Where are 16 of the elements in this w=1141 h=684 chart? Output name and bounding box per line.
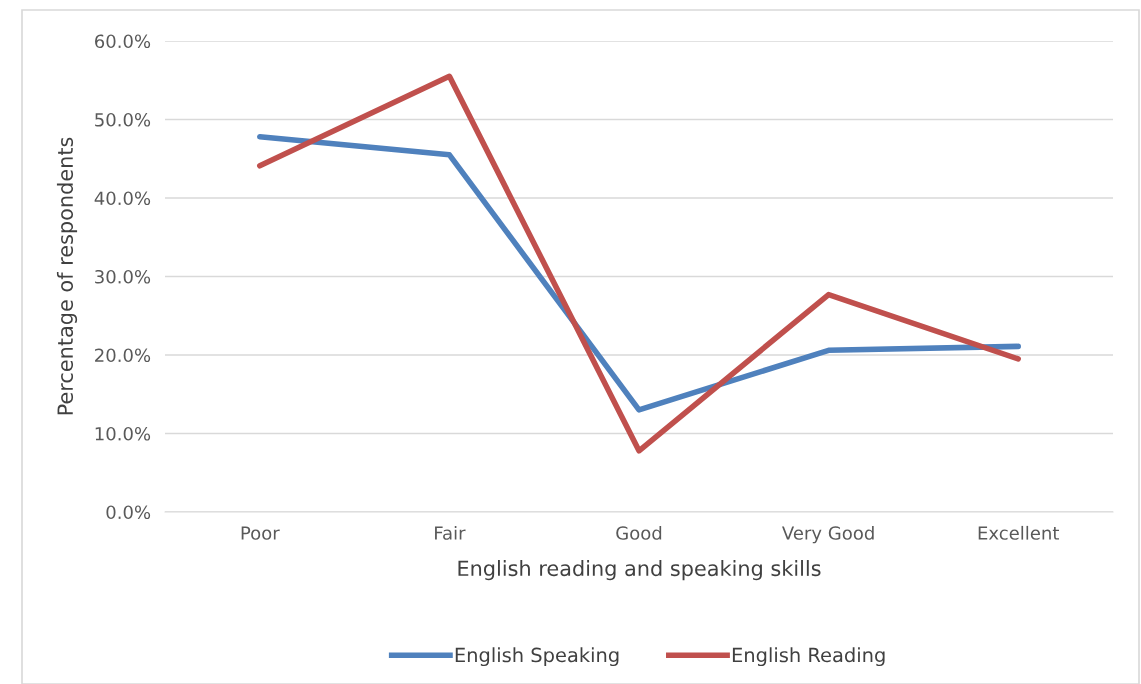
y-tick-label: 30.0% — [95, 269, 151, 284]
y-tick-label: 0.0% — [106, 505, 151, 520]
x-tick-label: Fair — [435, 525, 466, 540]
x-tick-label: Good — [616, 525, 662, 540]
x-axis-title: English reading and speaking skills — [458, 560, 821, 581]
x-tick-label: Excellent — [978, 525, 1059, 540]
y-tick-label: 40.0% — [94, 191, 151, 206]
y-tick-label: 50.0% — [95, 112, 151, 127]
x-tick-label: Poor — [241, 526, 280, 540]
x-tick-label: Very Good — [782, 525, 874, 544]
legend-label: English Reading — [732, 647, 885, 667]
y-tick-label: 20.0% — [95, 348, 151, 363]
legend-label: English Speaking — [455, 647, 619, 667]
y-tick-label: 10.0% — [95, 426, 151, 441]
y-axis-title: Percentage of respondents — [56, 137, 78, 415]
y-tick-label: 60.0% — [95, 34, 151, 49]
